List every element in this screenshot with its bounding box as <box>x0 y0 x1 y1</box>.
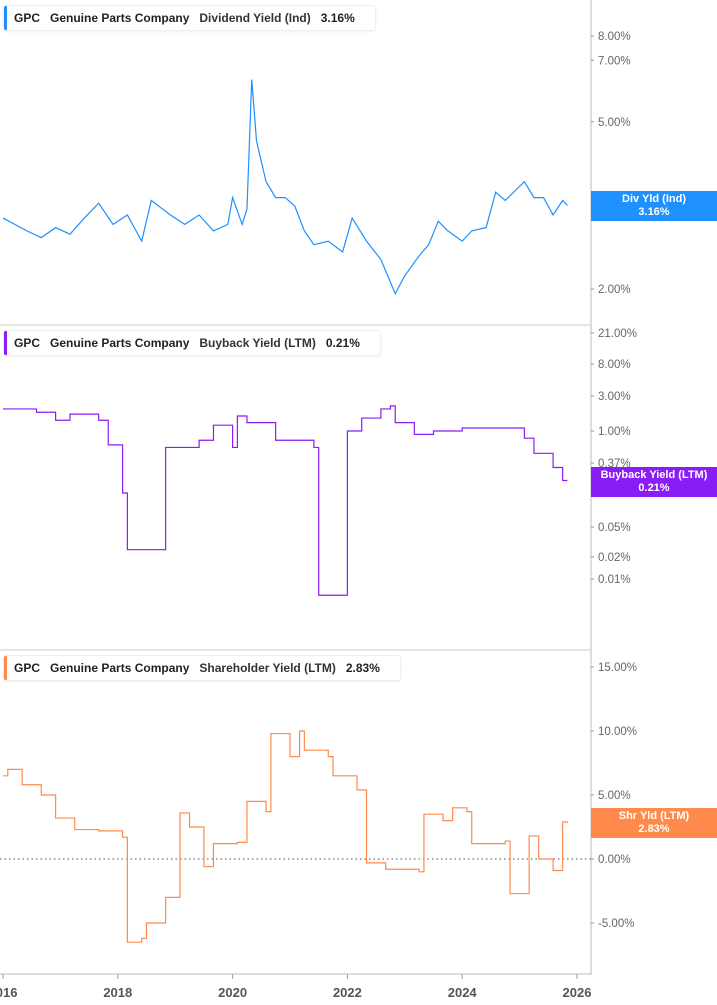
badge-buyback-yield: Buyback Yield (LTM) 0.21% <box>591 467 717 497</box>
legend-metric: Shareholder Yield (LTM) <box>199 661 336 675</box>
badge-label: Div Yld (Ind) <box>622 193 686 205</box>
badge-dividend-yield: Div Yld (Ind) 3.16% <box>591 191 717 221</box>
y-tick-label: 8.00% <box>598 359 631 371</box>
legend-color-bar <box>4 331 7 355</box>
legend-ticker: GPC <box>14 661 41 675</box>
badge-value: 3.16% <box>638 206 670 218</box>
badge-shareholder-yield: Shr Yld (LTM) 2.83% <box>591 808 717 838</box>
badge-value: 2.83% <box>638 823 670 835</box>
legend-buyback-yield: GPC Genuine Parts Company Buyback Yield … <box>3 330 381 356</box>
badge-label: Buyback Yield (LTM) <box>600 469 708 481</box>
y-tick-label: 2.00% <box>598 284 631 296</box>
legend-value: 2.83% <box>345 661 380 675</box>
legend-color-bar <box>4 656 7 680</box>
legend-company: Genuine Parts Company <box>50 336 190 350</box>
x-tick-label: 2016 <box>0 985 17 1000</box>
series-line-shareholder-yield-ltm- <box>3 730 569 943</box>
legend-company: Genuine Parts Company <box>50 11 190 25</box>
legend-metric: Buyback Yield (LTM) <box>199 336 316 350</box>
y-tick-label: 15.00% <box>598 662 637 674</box>
legend-ticker: GPC <box>14 11 41 25</box>
y-tick-label: 7.00% <box>598 55 631 67</box>
badge-label: Shr Yld (LTM) <box>618 810 690 822</box>
series-line-buyback-yield-ltm- <box>3 405 568 596</box>
x-tick-label: 2020 <box>218 985 247 1000</box>
y-tick-label: -5.00% <box>598 918 634 930</box>
y-tick-label: 1.00% <box>598 426 631 438</box>
y-tick-label: 5.00% <box>598 117 631 129</box>
y-tick-label: 0.00% <box>598 854 631 866</box>
badge-value: 0.21% <box>638 482 670 494</box>
y-tick-label: 8.00% <box>598 31 631 43</box>
legend-metric: Dividend Yield (Ind) <box>199 11 311 25</box>
x-tick-label: 2022 <box>333 985 362 1000</box>
legend-ticker: GPC <box>14 336 41 350</box>
x-tick-label: 2026 <box>563 985 592 1000</box>
legend-value: 3.16% <box>320 11 355 25</box>
y-tick-label: 5.00% <box>598 790 631 802</box>
y-tick-label: 21.00% <box>598 328 637 340</box>
series-line-dividend-yield-ind- <box>2 79 568 296</box>
legend-color-bar <box>4 6 7 30</box>
legend-dividend-yield: GPC Genuine Parts Company Dividend Yield… <box>3 5 376 31</box>
legend-value: 0.21% <box>325 336 360 350</box>
y-tick-label: 3.00% <box>598 391 631 403</box>
legend-company: Genuine Parts Company <box>50 661 190 675</box>
y-tick-label: 0.05% <box>598 522 631 534</box>
y-tick-label: 10.00% <box>598 726 637 738</box>
y-tick-label: 0.01% <box>598 574 631 586</box>
x-tick-label: 2024 <box>448 985 478 1000</box>
y-tick-label: 0.02% <box>598 552 631 564</box>
legend-shareholder-yield: GPC Genuine Parts Company Shareholder Yi… <box>3 655 401 681</box>
x-tick-label: 2018 <box>103 985 132 1000</box>
